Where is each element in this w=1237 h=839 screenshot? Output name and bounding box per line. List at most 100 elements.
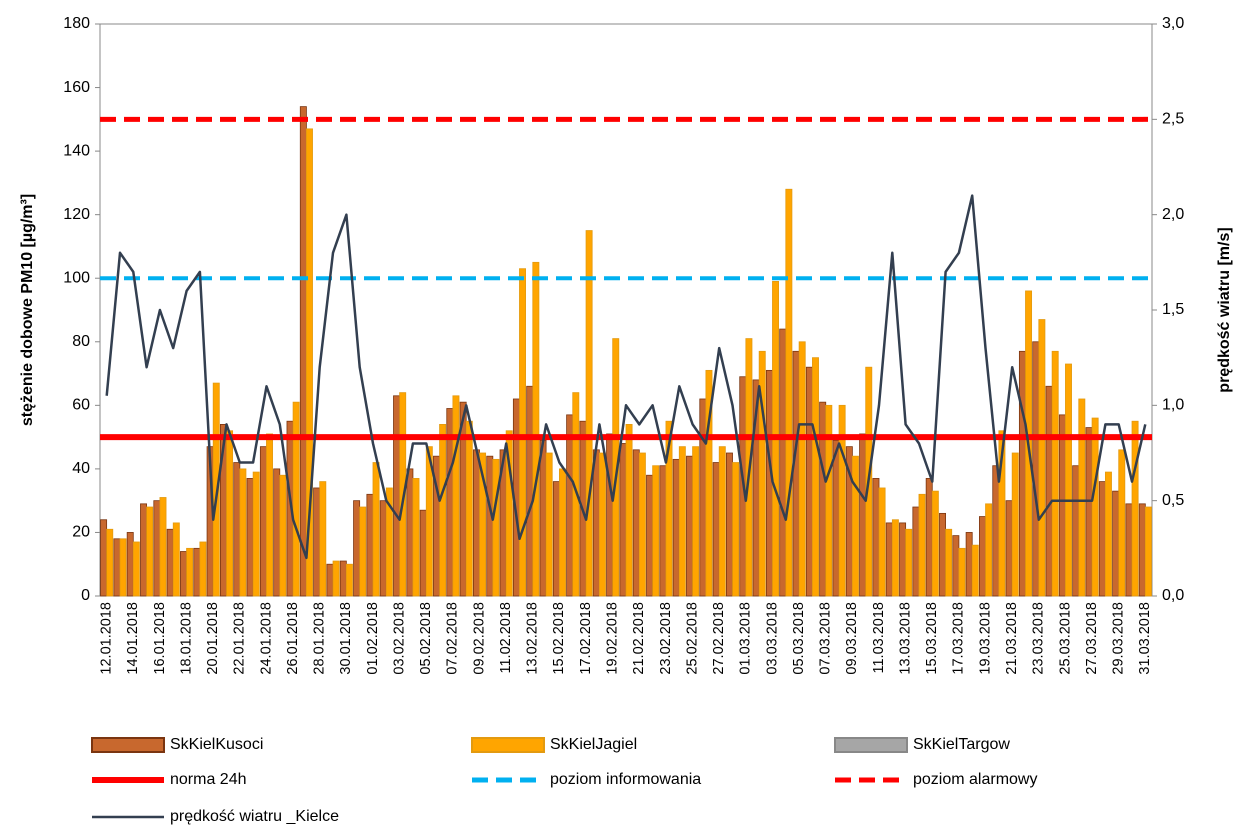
bar [1051,350,1059,597]
bar [686,455,693,597]
bar [945,528,953,597]
x-tick-label: 27.02.2018 [711,602,727,675]
x-tick-label: 27.03.2018 [1084,602,1100,675]
x-tick-label: 30.01.2018 [338,602,354,675]
bar [625,423,633,597]
bar [952,535,960,597]
bar [632,449,640,597]
bar [585,230,593,597]
legend-label: prędkość wiatru _Kielce [170,808,339,825]
bar [925,478,933,597]
legend-label: SkKielKusoci [170,736,263,753]
bar [678,446,686,597]
bar [399,392,407,597]
bar [252,471,260,597]
bar [1078,398,1086,597]
bar [306,128,313,597]
x-tick-label: 07.03.2018 [818,602,834,675]
bar [765,369,773,597]
bar [479,452,487,597]
bar [838,404,846,597]
x-tick-label: 28.01.2018 [312,602,328,675]
legend-label: poziom informowania [550,771,701,788]
bar [612,338,620,597]
x-tick-label: 07.02.2018 [445,602,461,675]
bar [492,458,500,597]
bar [985,503,993,597]
bar [992,465,1000,597]
bar [825,404,833,597]
bar [1091,417,1099,597]
bar [166,528,174,597]
bar [1005,500,1013,597]
bar [705,369,713,597]
bar [332,560,340,597]
bar [638,452,646,597]
bar [1085,427,1093,597]
x-tick-label: 13.02.2018 [525,602,541,675]
bar [971,544,979,597]
x-tick-label: 23.03.2018 [1031,602,1047,675]
x-tick-label: 17.02.2018 [578,602,594,675]
bar [592,449,600,597]
bar [353,500,361,597]
bar [372,462,380,597]
bar [119,538,127,597]
bar [965,532,973,597]
y-tick-label: 100 [63,269,90,286]
y-tick-label: 40 [72,460,90,477]
bar [199,541,207,597]
bar [1138,503,1146,597]
bar [851,455,859,597]
bar [126,532,134,597]
x-tick-label: 03.03.2018 [764,602,780,675]
bar [812,357,819,597]
x-tick-label: 09.02.2018 [471,602,487,675]
bar [532,261,540,597]
x-tick-label: 24.01.2018 [258,602,274,675]
bar [699,398,707,597]
legend-swatch [834,737,908,753]
y2-tick-label: 0,0 [1162,587,1184,604]
bar [885,522,893,597]
bar [519,268,526,597]
bar [472,449,480,597]
x-tick-label: 01.02.2018 [365,602,381,675]
legend-label: norma 24h [170,771,247,788]
bar [899,522,907,597]
bar [292,401,300,597]
bar [859,433,867,597]
bar [539,439,547,597]
bar [552,481,560,597]
x-tick-label: 25.02.2018 [684,602,700,675]
bar [526,385,534,597]
bar [233,462,241,597]
bar [1045,385,1053,597]
bar [779,328,787,597]
bar [652,465,660,597]
bar [785,188,793,597]
bar [326,563,334,597]
bar [1125,503,1133,597]
bar [366,493,374,597]
y-tick-label: 180 [63,15,90,32]
bar [379,500,387,597]
x-tick-label: 25.03.2018 [1057,602,1073,675]
bar [878,487,886,597]
bar [891,519,899,597]
bar [140,503,148,597]
bar [359,506,367,597]
x-tick-label: 15.02.2018 [551,602,567,675]
bar [106,528,114,597]
y2-tick-label: 0,5 [1162,492,1184,509]
x-tick-label: 03.02.2018 [391,602,407,675]
bar [412,478,420,597]
bar [559,468,566,597]
x-tick-label: 21.02.2018 [631,602,647,675]
bar [193,547,201,597]
bar [186,547,194,597]
x-tick-label: 19.03.2018 [977,602,993,675]
bar [805,366,813,597]
bar [832,439,840,597]
x-tick-label: 16.01.2018 [152,602,168,675]
